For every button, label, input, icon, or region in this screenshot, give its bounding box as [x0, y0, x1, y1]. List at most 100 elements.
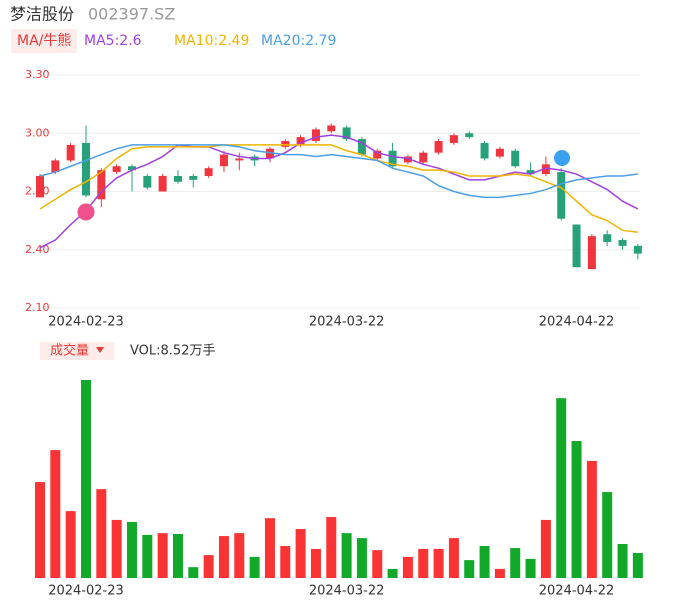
ma-line [39, 134, 639, 249]
x-tick-label: 2024-04-22 [539, 315, 615, 330]
volume-bar [310, 548, 321, 578]
volume-bar [280, 546, 291, 578]
candle-body [541, 164, 550, 175]
volume-bar [326, 516, 337, 578]
volume-bar [372, 550, 383, 578]
candle-body [51, 160, 60, 173]
indicator-bg[interactable] [11, 29, 77, 53]
volume-bar [264, 518, 275, 578]
ma-line [39, 144, 638, 199]
volume-bar [234, 533, 245, 578]
volume-bar [341, 533, 352, 578]
volume-bar [448, 538, 459, 578]
y-tick-label: 3.00 [25, 126, 50, 139]
volume-bar [602, 492, 613, 578]
candle-body [373, 150, 382, 159]
candle-body [36, 175, 44, 198]
candle-body [219, 154, 228, 167]
candle-body [511, 150, 520, 167]
legend-entry: MA10:2.49 [174, 33, 249, 49]
volume-bar [510, 548, 521, 578]
volume-bar [617, 543, 628, 578]
volume-bar [172, 534, 183, 578]
candle-body [158, 175, 167, 192]
volume-bar [356, 538, 367, 578]
candle-body [81, 142, 90, 196]
volume-bar [50, 450, 61, 578]
volume-bar [525, 558, 536, 578]
volume-tab-bg[interactable] [40, 342, 114, 360]
volume-bar [479, 546, 490, 578]
volume-bar [433, 548, 444, 578]
volume-bar [218, 536, 229, 578]
volume-bar [96, 489, 107, 578]
indicator-label[interactable]: MA/牛熊 [17, 33, 71, 49]
candle-body [618, 240, 627, 246]
sell-marker [77, 203, 95, 221]
stock-name: 梦洁股份 [10, 5, 74, 24]
candle-body [357, 139, 366, 155]
volume-title[interactable]: 成交量 [50, 343, 89, 359]
legend-entry: MA5:2.6 [84, 33, 142, 49]
volume-label: VOL:8.52万手 [130, 344, 215, 359]
volume-bar [402, 556, 413, 578]
volume-bar [387, 568, 398, 578]
candle-body [143, 175, 152, 188]
x-tick-label: 2024-02-23 [48, 315, 124, 330]
candle-body [327, 125, 336, 132]
x-tick-label: 2024-03-22 [309, 584, 385, 599]
ma-line [39, 144, 638, 234]
volume-bar [295, 529, 306, 578]
dropdown-arrow[interactable] [96, 347, 104, 353]
volume-bar [203, 555, 214, 578]
candle-body [342, 127, 351, 140]
x-tick-label: 2024-03-22 [309, 315, 385, 330]
x-tick-label: 2024-02-23 [48, 584, 124, 599]
volume-bar [157, 533, 168, 578]
y-tick-label: 3.30 [25, 68, 50, 81]
candle-body [403, 156, 412, 163]
volume-bar [188, 567, 199, 578]
volume-bar [586, 460, 597, 578]
candle-body [112, 166, 121, 173]
candle-body [281, 141, 290, 147]
volume-bar [65, 511, 76, 578]
candle-body [296, 137, 305, 145]
candle-body [204, 168, 213, 176]
candle-body [572, 224, 581, 268]
candle-body [97, 170, 106, 200]
volume-bar [540, 519, 551, 578]
volume-bar [249, 556, 260, 578]
volume-bar [418, 548, 429, 578]
candle-body [419, 152, 428, 163]
volume-bar [142, 534, 153, 578]
candle-body [557, 172, 566, 219]
volume-bar [126, 521, 137, 578]
candle-body [189, 175, 198, 180]
candle-body [603, 234, 612, 242]
candle-body [235, 158, 244, 161]
candle-body [449, 135, 458, 143]
buy-marker [554, 150, 570, 166]
candle-body [311, 129, 320, 142]
candle-body [495, 148, 504, 157]
candle-body [526, 170, 535, 175]
volume-bar [494, 568, 505, 578]
y-tick-label: 2.10 [25, 301, 50, 314]
legend-entry: MA20:2.79 [261, 33, 336, 49]
volume-bar [35, 482, 45, 578]
volume-bar [556, 398, 567, 578]
candle-body [388, 150, 397, 167]
volume-bar [464, 560, 475, 578]
candle-body [66, 144, 75, 161]
candle-body [173, 175, 182, 182]
candle-body [127, 166, 136, 171]
candle-body [633, 245, 642, 254]
candle-body [434, 141, 443, 153]
candle-body [587, 236, 596, 270]
candle-body [480, 142, 489, 159]
volume-bar [111, 519, 122, 578]
candle-body [265, 148, 274, 159]
volume-bar [80, 380, 91, 578]
